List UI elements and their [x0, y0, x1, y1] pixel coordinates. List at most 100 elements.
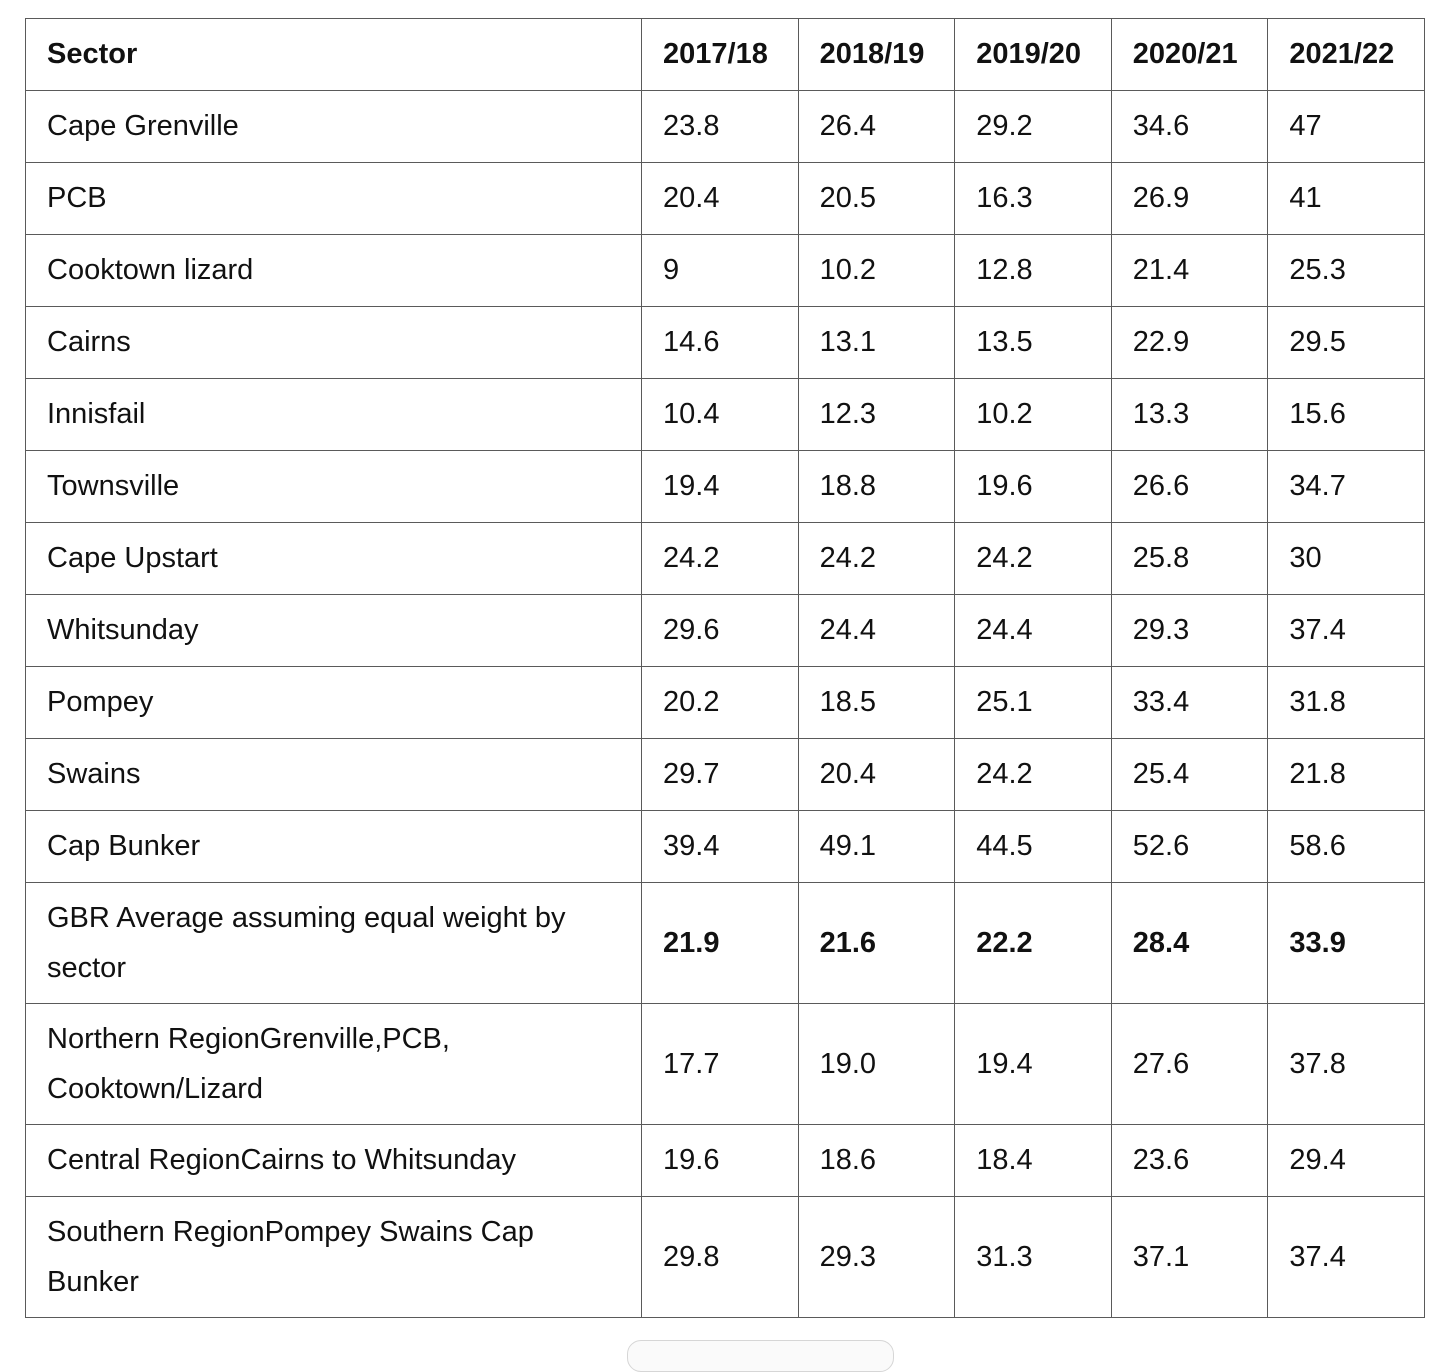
- value-cell: 12.3: [797, 378, 956, 451]
- value-cell: 24.2: [954, 522, 1112, 595]
- column-header-2020-21: 2020/21: [1110, 18, 1269, 91]
- value-cell: 26.9: [1110, 162, 1269, 235]
- value-cell: 24.4: [797, 594, 956, 667]
- value-cell: 15.6: [1267, 378, 1425, 451]
- value-cell: 19.4: [954, 1003, 1112, 1125]
- value-cell: 23.6: [1110, 1124, 1269, 1197]
- value-cell: 29.2: [954, 90, 1112, 163]
- value-cell: 19.0: [797, 1003, 956, 1125]
- value-cell: 20.4: [797, 738, 956, 811]
- value-cell: 31.8: [1267, 666, 1425, 739]
- table-row: Cairns 14.6 13.1 13.5 22.9 29.5: [25, 306, 1425, 379]
- sector-cell: PCB: [25, 162, 642, 235]
- column-header-2017-18: 2017/18: [641, 18, 799, 91]
- value-cell: 29.7: [641, 738, 799, 811]
- value-cell: 29.6: [641, 594, 799, 667]
- value-cell: 41: [1267, 162, 1425, 235]
- value-cell: 25.1: [954, 666, 1112, 739]
- value-cell: 12.8: [954, 234, 1112, 307]
- value-cell: 37.1: [1110, 1196, 1269, 1318]
- value-cell: 13.1: [797, 306, 956, 379]
- table-row: Cape Grenville 23.8 26.4 29.2 34.6 47: [25, 90, 1425, 163]
- column-header-2018-19: 2018/19: [797, 18, 956, 91]
- table-row: Cape Upstart 24.2 24.2 24.2 25.8 30: [25, 522, 1425, 595]
- value-cell: 29.4: [1267, 1124, 1425, 1197]
- value-cell: 14.6: [641, 306, 799, 379]
- table-row: Pompey 20.2 18.5 25.1 33.4 31.8: [25, 666, 1425, 739]
- table-row: PCB 20.4 20.5 16.3 26.9 41: [25, 162, 1425, 235]
- value-cell: 13.3: [1110, 378, 1269, 451]
- value-cell: 47: [1267, 90, 1425, 163]
- value-cell: 13.5: [954, 306, 1112, 379]
- sector-cell: Cairns: [25, 306, 642, 379]
- table-row-southern-region: Southern RegionPompey Swains Cap Bunker …: [25, 1196, 1425, 1318]
- value-cell: 23.8: [641, 90, 799, 163]
- value-cell: 21.6: [797, 882, 956, 1004]
- sector-cell: Townsville: [25, 450, 642, 523]
- value-cell: 24.2: [954, 738, 1112, 811]
- value-cell: 19.6: [641, 1124, 799, 1197]
- value-cell: 18.4: [954, 1124, 1112, 1197]
- value-cell: 29.8: [641, 1196, 799, 1318]
- sector-cell: Swains: [25, 738, 642, 811]
- sector-cell: Cooktown lizard: [25, 234, 642, 307]
- value-cell: 49.1: [797, 810, 956, 883]
- value-cell: 31.3: [954, 1196, 1112, 1318]
- value-cell: 52.6: [1110, 810, 1269, 883]
- sector-cell: GBR Average assuming equal weight by sec…: [25, 882, 642, 1004]
- value-cell: 20.2: [641, 666, 799, 739]
- table-row-gbr-average: GBR Average assuming equal weight by sec…: [25, 882, 1425, 1004]
- value-cell: 20.5: [797, 162, 956, 235]
- value-cell: 18.6: [797, 1124, 956, 1197]
- value-cell: 21.9: [641, 882, 799, 1004]
- scroll-to-top-pill[interactable]: [627, 1340, 894, 1372]
- value-cell: 18.5: [797, 666, 956, 739]
- value-cell: 33.9: [1267, 882, 1425, 1004]
- sector-cell: Southern RegionPompey Swains Cap Bunker: [25, 1196, 642, 1318]
- value-cell: 34.6: [1110, 90, 1269, 163]
- table-row: Townsville 19.4 18.8 19.6 26.6 34.7: [25, 450, 1425, 523]
- column-header-2021-22: 2021/22: [1267, 18, 1425, 91]
- sector-cell: Cape Grenville: [25, 90, 642, 163]
- value-cell: 25.4: [1110, 738, 1269, 811]
- table-row-central-region: Central RegionCairns to Whitsunday 19.6 …: [25, 1124, 1425, 1197]
- value-cell: 26.4: [797, 90, 956, 163]
- value-cell: 37.4: [1267, 1196, 1425, 1318]
- table-header-row: Sector 2017/18 2018/19 2019/20 2020/21 2…: [25, 18, 1425, 91]
- value-cell: 33.4: [1110, 666, 1269, 739]
- value-cell: 26.6: [1110, 450, 1269, 523]
- value-cell: 20.4: [641, 162, 799, 235]
- value-cell: 16.3: [954, 162, 1112, 235]
- sector-cell: Northern RegionGrenville,PCB, Cooktown/L…: [25, 1003, 642, 1125]
- value-cell: 24.2: [797, 522, 956, 595]
- value-cell: 22.2: [954, 882, 1112, 1004]
- value-cell: 37.8: [1267, 1003, 1425, 1125]
- value-cell: 19.4: [641, 450, 799, 523]
- table-row: Innisfail 10.4 12.3 10.2 13.3 15.6: [25, 378, 1425, 451]
- table-row: Cap Bunker 39.4 49.1 44.5 52.6 58.6: [25, 810, 1425, 883]
- sector-cell: Cape Upstart: [25, 522, 642, 595]
- value-cell: 24.2: [641, 522, 799, 595]
- value-cell: 28.4: [1110, 882, 1269, 1004]
- value-cell: 58.6: [1267, 810, 1425, 883]
- value-cell: 29.3: [797, 1196, 956, 1318]
- value-cell: 10.2: [797, 234, 956, 307]
- value-cell: 37.4: [1267, 594, 1425, 667]
- sector-cell: Innisfail: [25, 378, 642, 451]
- value-cell: 25.8: [1110, 522, 1269, 595]
- table-row: Whitsunday 29.6 24.4 24.4 29.3 37.4: [25, 594, 1425, 667]
- value-cell: 44.5: [954, 810, 1112, 883]
- sector-cell: Central RegionCairns to Whitsunday: [25, 1124, 642, 1197]
- value-cell: 9: [641, 234, 799, 307]
- column-header-2019-20: 2019/20: [954, 18, 1112, 91]
- value-cell: 10.4: [641, 378, 799, 451]
- table-row: Cooktown lizard 9 10.2 12.8 21.4 25.3: [25, 234, 1425, 307]
- value-cell: 19.6: [954, 450, 1112, 523]
- table-row-northern-region: Northern RegionGrenville,PCB, Cooktown/L…: [25, 1003, 1425, 1125]
- sector-data-table: Sector 2017/18 2018/19 2019/20 2020/21 2…: [25, 18, 1425, 1318]
- value-cell: 24.4: [954, 594, 1112, 667]
- sector-cell: Whitsunday: [25, 594, 642, 667]
- value-cell: 17.7: [641, 1003, 799, 1125]
- value-cell: 10.2: [954, 378, 1112, 451]
- sector-cell: Cap Bunker: [25, 810, 642, 883]
